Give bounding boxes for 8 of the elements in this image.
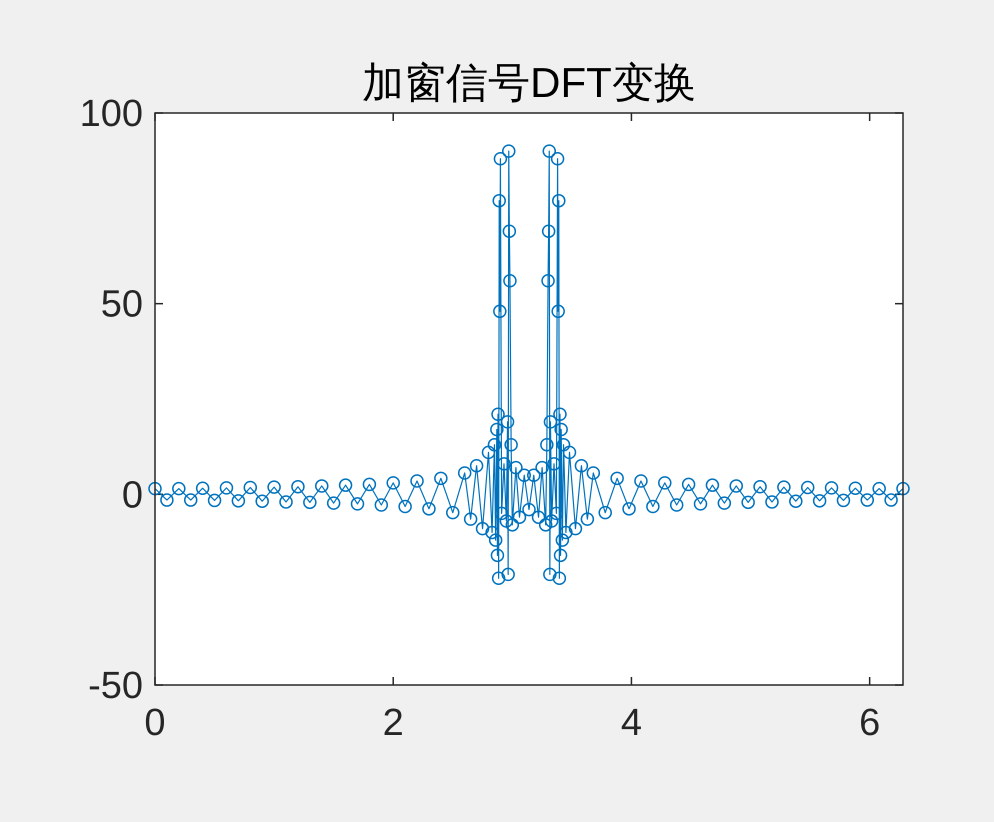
chart-title: 加窗信号DFT变换: [362, 59, 696, 106]
x-tick-label: 6: [859, 702, 880, 744]
y-tick-label: 50: [100, 284, 143, 326]
x-tick-label: 4: [620, 702, 642, 744]
y-tick-label: -50: [88, 665, 143, 707]
y-tick-label: 0: [122, 474, 143, 516]
y-tick-label: 100: [80, 93, 143, 135]
x-tick-label: 2: [382, 702, 404, 744]
